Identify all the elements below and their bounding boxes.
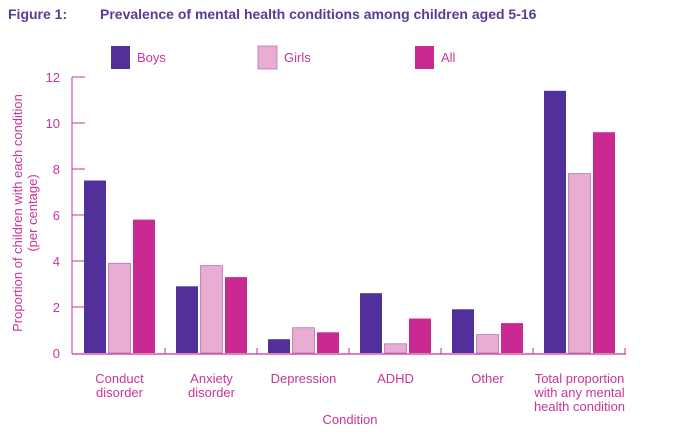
bar-girls: [200, 265, 223, 354]
legend-label-all: All: [441, 50, 456, 65]
x-category-label-line: with any mental: [533, 385, 624, 400]
bar-boys: [544, 90, 566, 354]
x-category-label: ADHD: [377, 371, 414, 386]
bar-all: [501, 323, 523, 353]
y-tick-label: 8: [53, 162, 60, 177]
figure-number: Figure 1:: [8, 6, 68, 22]
legend-swatch-girls: [257, 45, 278, 70]
bar-all: [593, 132, 615, 353]
x-category-label-line: disorder: [188, 385, 236, 400]
y-tick-label: 12: [46, 70, 60, 85]
x-category-label: Other: [471, 371, 504, 386]
bar-all: [133, 219, 155, 353]
legend: Boys Girls All: [111, 45, 456, 70]
x-category-label-line: Conduct: [95, 371, 144, 386]
x-category-label-line: Other: [471, 371, 504, 386]
x-category-label: Conduct disorder: [95, 371, 144, 400]
y-tick-label: 4: [53, 254, 60, 269]
x-category-label: Depression: [271, 371, 337, 386]
bar-girls: [292, 327, 315, 354]
bar-all: [317, 332, 339, 353]
figure-title: Prevalence of mental health conditions a…: [100, 6, 537, 22]
y-axis-title: Proportion of children with each conditi…: [10, 94, 40, 332]
y-axis-title-line: Proportion of children with each conditi…: [10, 94, 25, 332]
y-axis-title-text: Proportion of children with each conditi…: [10, 94, 40, 332]
x-category-label-line: Depression: [271, 371, 337, 386]
bar-boys: [452, 309, 474, 353]
y-tick-label: 0: [53, 346, 60, 361]
legend-label-boys: Boys: [137, 50, 166, 65]
bar-girls: [568, 173, 591, 354]
y-tick-label: 10: [46, 116, 60, 131]
x-category-label-line: Total proportion: [535, 371, 625, 386]
y-axis: 0 2 4 6 8 10 12: [46, 70, 85, 361]
bar-girls: [384, 343, 407, 354]
x-category-label-line: Anxiety: [190, 371, 233, 386]
y-tick-label: 2: [53, 300, 60, 315]
bar-boys: [176, 286, 198, 353]
x-category-label: Total proportion with any mental health co…: [533, 371, 625, 414]
bar-girls: [476, 334, 499, 354]
legend-label-girls: Girls: [284, 50, 311, 65]
bar-boys: [360, 293, 382, 353]
x-axis-title: Condition: [323, 412, 378, 427]
bars: [84, 90, 615, 354]
legend-swatch-boys: [111, 46, 130, 69]
bar-all: [225, 277, 247, 353]
bar-girls: [108, 262, 131, 354]
bar-boys: [84, 180, 106, 353]
x-category-label: Anxiety disorder: [188, 371, 236, 400]
y-axis-title-line: (per centage): [25, 174, 40, 251]
x-category-label-line: disorder: [96, 385, 144, 400]
x-category-label-line: health condition: [534, 399, 625, 414]
legend-swatch-all: [415, 46, 434, 69]
bar-all: [409, 318, 431, 353]
y-tick-label: 6: [53, 208, 60, 223]
x-category-label-line: ADHD: [377, 371, 414, 386]
bar-boys: [268, 339, 290, 353]
